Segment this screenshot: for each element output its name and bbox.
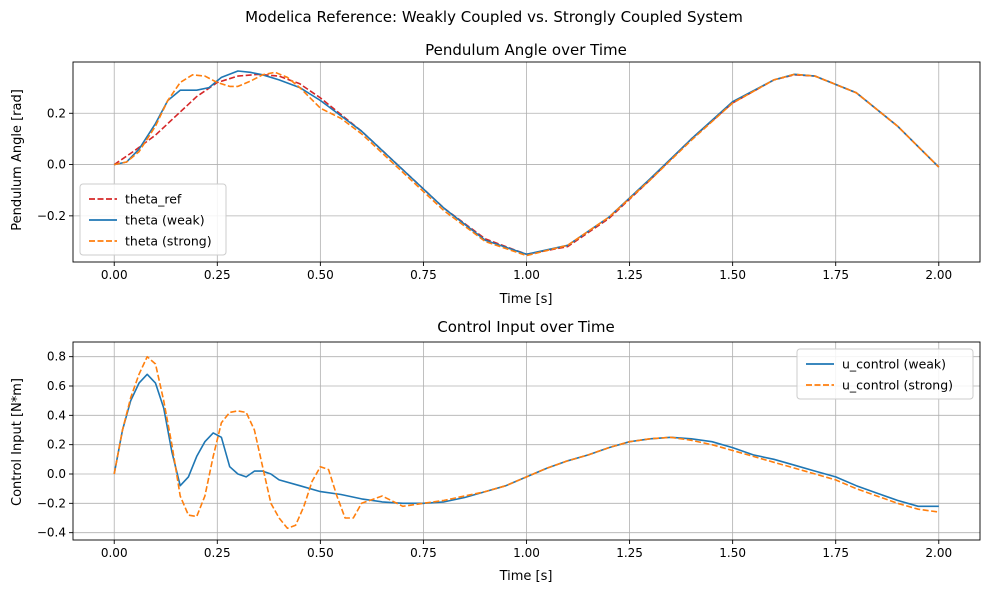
legend: u_control (weak) u_control (strong) <box>796 348 974 400</box>
y-tick-label: 0.2 <box>47 106 66 120</box>
legend-label: u_control (weak) <box>842 357 946 372</box>
x-axis-label: Time [s] <box>499 569 553 584</box>
y-tick-label: 0.2 <box>47 438 66 452</box>
x-axis-label: Time [s] <box>499 292 553 307</box>
x-tick-label: 1.25 <box>616 268 643 282</box>
y-tick-label: 0.4 <box>47 408 66 422</box>
x-tick-label: 0.25 <box>204 268 231 282</box>
x-tick-label: 1.00 <box>513 268 540 282</box>
x-tick-label: 0.75 <box>410 268 437 282</box>
x-tick-label: 1.50 <box>719 268 746 282</box>
y-tick-label: 0.0 <box>47 467 66 481</box>
x-tick-label: 2.00 <box>925 268 952 282</box>
legend-label: theta_ref <box>125 192 182 207</box>
x-tick-label: 0.75 <box>410 546 437 560</box>
x-tick-label: 1.25 <box>616 546 643 560</box>
x-tick-label: 0.50 <box>307 268 334 282</box>
x-tick-label: 1.00 <box>513 546 540 560</box>
y-tick-label: −0.2 <box>37 496 66 510</box>
x-tick-label: 0.00 <box>101 546 128 560</box>
subplot-title: Control Input over Time <box>437 318 615 336</box>
y-tick-label: 0.8 <box>47 350 66 364</box>
legend-label: theta (weak) <box>125 213 205 228</box>
y-tick-label: −0.2 <box>37 209 66 223</box>
x-tick-label: 2.00 <box>925 546 952 560</box>
figure-suptitle: Modelica Reference: Weakly Coupled vs. S… <box>245 8 743 26</box>
legend-label: u_control (strong) <box>842 378 953 393</box>
series-line-theta-strong- <box>114 71 940 257</box>
legend-box <box>79 183 227 256</box>
series-line-u-control-weak- <box>113 373 939 508</box>
y-tick-label: −0.4 <box>37 526 66 540</box>
x-tick-label: 1.75 <box>822 546 849 560</box>
y-axis-label: Pendulum Angle [rad] <box>10 89 25 231</box>
y-axis-label: Control Input [N*m] <box>10 378 25 506</box>
subplot-pendulum-angle: Pendulum Angle over Time Time [s] Pendul… <box>10 41 981 307</box>
subplot-control-input: Control Input over Time Time [s] Control… <box>10 318 981 584</box>
series-line-u-control-strong- <box>113 355 939 530</box>
y-tick-label: 0.6 <box>47 379 66 393</box>
x-tick-label: 1.50 <box>719 546 746 560</box>
legend-label: theta (strong) <box>125 234 212 249</box>
x-tick-label: 0.50 <box>307 546 334 560</box>
y-tick-label: 0.0 <box>47 158 66 172</box>
subplot-title: Pendulum Angle over Time <box>425 41 627 59</box>
legend-box <box>796 348 974 400</box>
x-tick-label: 1.75 <box>822 268 849 282</box>
x-tick-label: 0.25 <box>204 546 231 560</box>
x-tick-label: 0.00 <box>101 268 128 282</box>
